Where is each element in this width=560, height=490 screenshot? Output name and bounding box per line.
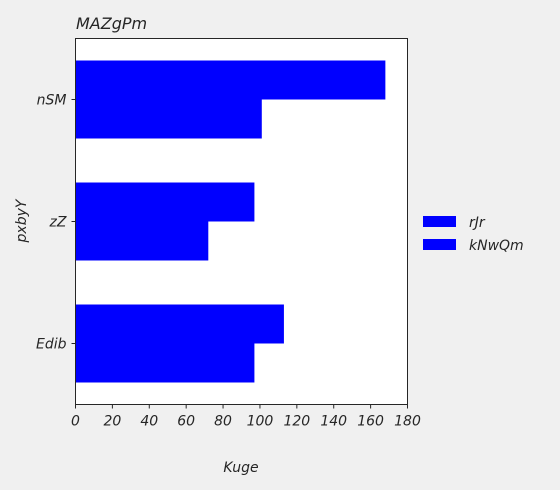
legend: rJr kNwQm (423, 215, 524, 254)
x-tick-label: 60 (177, 414, 195, 430)
y-axis: nSM zZ Edib (36, 93, 76, 353)
y-tick-label: zZ (49, 215, 67, 231)
x-axis-label: Kuge (223, 460, 258, 476)
legend-swatch (423, 216, 456, 227)
x-tick-label: 40 (140, 414, 158, 430)
x-tick-label: 0 (71, 414, 80, 430)
bars-group (75, 60, 386, 383)
legend-label: rJr (469, 215, 486, 231)
chart-title: MAZgPm (76, 14, 147, 33)
bar-nSM-rJr (75, 60, 386, 100)
x-tick-label: 140 (320, 414, 347, 430)
x-tick-label: 80 (214, 414, 232, 430)
bar-Edib-kNwQm (75, 343, 255, 383)
x-tick-label: 160 (357, 414, 384, 430)
x-axis: 0 20 40 60 80 100 120 140 160 180 (71, 404, 421, 430)
y-tick-label: Edib (36, 337, 67, 353)
x-tick-label: 120 (283, 414, 310, 430)
bar-nSM-kNwQm (75, 99, 262, 139)
y-tick-label: nSM (37, 93, 67, 109)
bar-zZ-kNwQm (75, 221, 209, 261)
y-axis-label: pxbyY (14, 198, 30, 243)
legend-swatch (423, 239, 456, 250)
x-tick-label: 20 (103, 414, 121, 430)
x-tick-label: 180 (394, 414, 421, 430)
legend-label: kNwQm (469, 238, 524, 254)
bar-zZ-rJr (75, 182, 255, 222)
x-tick-label: 100 (247, 414, 274, 430)
bar-Edib-rJr (75, 304, 284, 344)
